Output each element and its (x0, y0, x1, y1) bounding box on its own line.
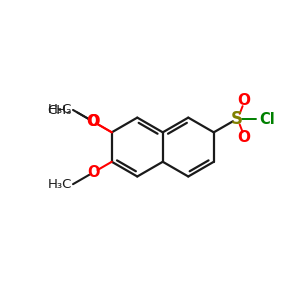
Text: H₃C: H₃C (47, 178, 72, 191)
Text: O: O (238, 93, 250, 108)
Text: O: O (238, 130, 250, 145)
Text: CH₃: CH₃ (47, 104, 71, 117)
Text: H₃C: H₃C (47, 103, 72, 116)
Text: S: S (231, 110, 243, 128)
Text: Cl: Cl (260, 112, 275, 127)
Text: O: O (87, 165, 100, 180)
Text: O: O (86, 114, 99, 129)
Text: O: O (87, 114, 100, 129)
